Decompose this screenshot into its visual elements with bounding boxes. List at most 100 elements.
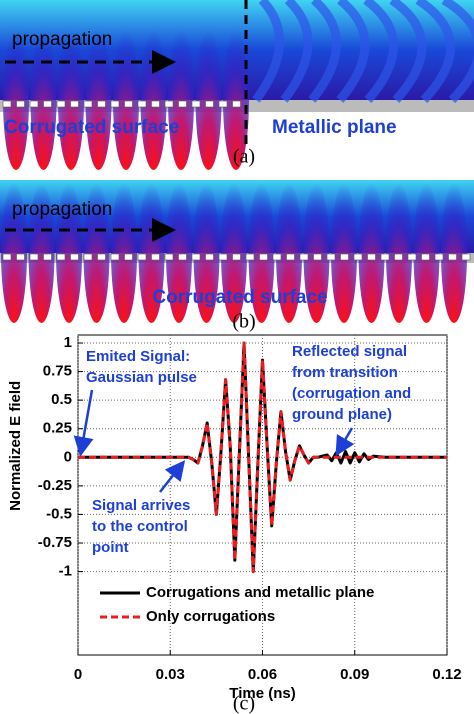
corrugation — [83, 100, 93, 108]
plot: 0 0.03 0.06 0.09 0.12 -1 -0.75 -0.5 -0.25 0 0.25 0.… — [7, 334, 462, 714]
field-arc — [415, 0, 455, 104]
arrow-label: propagation — [12, 29, 112, 50]
corrugation — [218, 100, 228, 108]
field-lobe — [58, 30, 84, 170]
field-lobe — [83, 183, 110, 323]
field-map-b — [0, 180, 474, 323]
corrugation — [97, 100, 106, 108]
field-arc — [389, 0, 427, 104]
y-tick-label: -1 — [59, 563, 72, 580]
field-lobe — [221, 183, 247, 323]
corrugation — [421, 253, 430, 261]
caption: (b) — [232, 311, 255, 333]
field-lobe — [1, 183, 27, 323]
corrugation — [245, 253, 255, 261]
corrugation — [272, 253, 282, 261]
legend-label: Corrugations and metallic plane — [146, 584, 374, 601]
y-tick-label: 0.25 — [43, 420, 72, 437]
corrugation — [16, 100, 25, 108]
y-tick-label: 1 — [64, 334, 72, 351]
corrugation — [259, 253, 268, 261]
field-arc — [308, 0, 341, 103]
caption: (a) — [233, 146, 255, 168]
field-lobe — [358, 183, 385, 323]
annotation: Signal arrives — [92, 497, 190, 514]
corrugation — [313, 253, 322, 261]
arrow-label: propagation — [12, 199, 112, 220]
corrugation — [137, 100, 147, 108]
annotation: Emited Signal: — [86, 348, 190, 365]
field-lobe — [276, 183, 302, 323]
corrugation — [191, 253, 201, 261]
corrugation — [286, 253, 295, 261]
caption: (c) — [233, 693, 255, 714]
corrugation — [43, 100, 52, 108]
field-lobe — [30, 30, 57, 170]
x-tick-label: 0 — [74, 666, 82, 683]
x-tick-label: 0.12 — [432, 666, 461, 683]
corrugation — [151, 253, 160, 261]
x-tick-label: 0.03 — [156, 666, 185, 683]
corrugation — [56, 253, 66, 261]
corrugation — [56, 100, 66, 108]
field-lobe — [413, 183, 440, 323]
field-lobe — [3, 30, 29, 170]
corrugation — [340, 253, 349, 261]
x-tick-label: 0.06 — [248, 666, 277, 683]
field-lobe — [223, 30, 249, 170]
field-lobe — [28, 183, 55, 323]
corrugation — [124, 100, 133, 108]
field-arc — [363, 0, 398, 103]
corrugation — [232, 100, 241, 108]
annotation-arrow — [73, 389, 94, 457]
corrugation — [16, 253, 25, 261]
field-lobe — [85, 30, 112, 170]
corrugation — [29, 253, 39, 261]
corrugation — [2, 100, 12, 108]
corrugation — [191, 100, 201, 108]
corrugation — [434, 253, 444, 261]
x-tick-label: 0.09 — [340, 666, 369, 683]
y-tick-label: -0.25 — [38, 477, 72, 494]
corrugation — [407, 253, 417, 261]
field-arc — [280, 0, 313, 103]
y-tick-label: -0.75 — [38, 534, 72, 551]
region-label: Corrugated surface — [4, 117, 179, 138]
field-lobe — [113, 30, 139, 170]
annotation: from transition — [292, 364, 398, 381]
annotation: to the control — [92, 518, 188, 535]
corrugation — [83, 253, 93, 261]
region-label: Metallic plane — [272, 117, 397, 138]
corrugation — [178, 253, 187, 261]
corrugation — [110, 100, 120, 108]
corrugation — [205, 100, 214, 108]
corrugation — [29, 100, 39, 108]
corrugation — [164, 253, 174, 261]
corrugation — [380, 253, 390, 261]
field-lobe — [195, 30, 222, 170]
corrugation — [326, 253, 336, 261]
field-lobe — [193, 183, 220, 323]
annotation-arrow — [335, 427, 355, 457]
y-tick-label: 0 — [64, 448, 72, 465]
corrugation — [461, 253, 471, 261]
region-label: Corrugated surface — [152, 287, 327, 308]
legend-label: Only corrugations — [146, 608, 275, 625]
corrugation — [232, 253, 241, 261]
y-tick-label: 0.75 — [43, 363, 72, 380]
annotation: (corrugation and — [292, 385, 411, 402]
field-lobe — [140, 30, 167, 170]
corrugation — [137, 253, 147, 261]
corrugation — [151, 100, 160, 108]
annotation-arrow — [159, 460, 186, 493]
field-lobe — [248, 183, 275, 323]
y-tick-label: 0.5 — [51, 391, 72, 408]
corrugation — [448, 253, 457, 261]
y-axis-label: Normalized E field — [7, 381, 24, 511]
annotation: point — [92, 539, 129, 556]
field-lobe — [303, 183, 330, 323]
corrugation — [178, 100, 187, 108]
corrugation — [394, 253, 403, 261]
field-lobe — [331, 183, 357, 323]
